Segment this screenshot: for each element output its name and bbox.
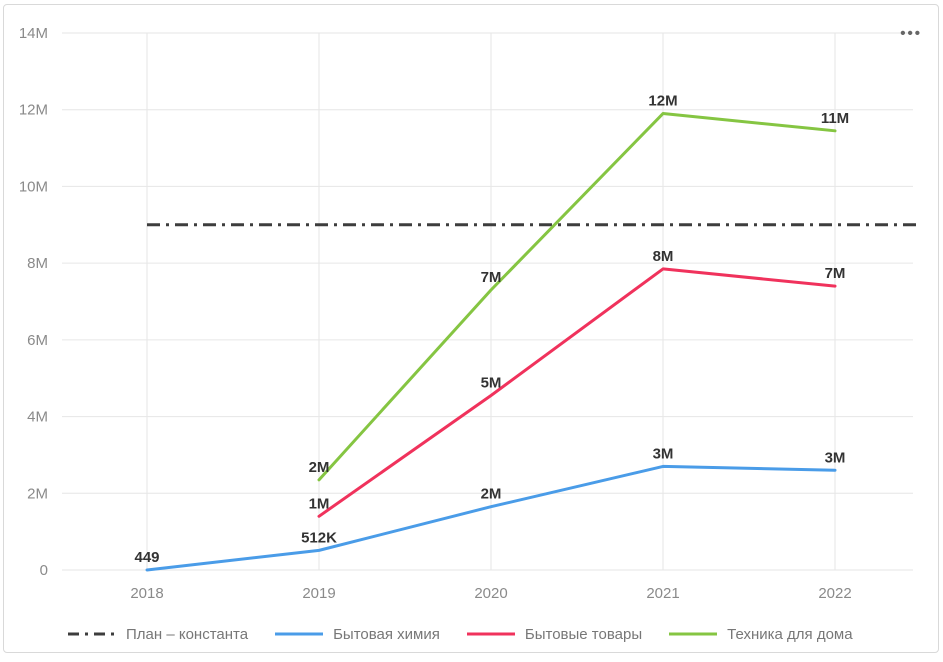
- legend-item[interactable]: Техника для дома: [668, 625, 853, 643]
- data-label: 2M: [481, 486, 502, 503]
- series-line-Техника для дома: [317, 112, 837, 482]
- y-axis-tick-label: 10M: [19, 178, 48, 195]
- more-options-icon[interactable]: •••: [900, 25, 922, 42]
- x-axis-tick-label: 2021: [646, 585, 679, 602]
- line-chart-plot-area: 0 2M 4M 6M 8M 10M 12M 14M 2018 2019 2020 2021 2022 44…: [19, 25, 916, 602]
- legend-item[interactable]: План – константа: [67, 626, 248, 643]
- legend-line-marker: [275, 632, 324, 636]
- legend-line-marker: [669, 632, 718, 636]
- data-label: 8M: [653, 248, 674, 265]
- x-axis-tick-label: 2020: [474, 585, 507, 602]
- series-line-Бытовая химия: [145, 464, 837, 572]
- legend-line-marker: [466, 632, 515, 636]
- y-axis-tick-label: 8M: [27, 255, 48, 272]
- series-line-Бытовые товары: [317, 267, 837, 518]
- chart-card: [3, 4, 939, 653]
- data-label: 512K: [301, 529, 337, 546]
- y-axis-tick-label: 4M: [27, 409, 48, 426]
- y-axis-tick-label: 12M: [19, 102, 48, 119]
- x-axis-tick-label: 2022: [818, 585, 851, 602]
- legend-label: Техника для дома: [727, 625, 853, 643]
- data-label: 5M: [481, 374, 502, 391]
- y-axis-tick-label: 2M: [27, 485, 48, 502]
- data-label: 2M: [309, 459, 330, 476]
- data-label: 7M: [481, 269, 502, 286]
- y-axis-tick-label: 14M: [19, 25, 48, 42]
- x-axis-tick-label: 2019: [302, 585, 335, 602]
- legend-item[interactable]: Бытовые товары: [466, 626, 642, 643]
- data-label: 1M: [309, 495, 330, 512]
- data-label: 7M: [825, 265, 846, 282]
- legend-label: План – константа: [126, 625, 249, 643]
- legend-label: Бытовые товары: [524, 625, 643, 643]
- y-axis-tick-label: 6M: [27, 332, 48, 349]
- chart-legend: План – константа Бытовая химия Бытовые тов…: [67, 620, 853, 648]
- data-label: 3M: [653, 445, 674, 462]
- data-label: 3M: [825, 449, 846, 466]
- data-label: 12M: [648, 93, 677, 110]
- x-axis-tick-label: 2018: [130, 585, 163, 602]
- legend-dash-dot-marker: [68, 632, 116, 636]
- data-label: 449: [134, 549, 159, 566]
- legend-item[interactable]: Бытовая химия: [274, 626, 440, 643]
- legend-label: Бытовая химия: [333, 625, 440, 643]
- y-axis-tick-label: 0: [40, 562, 48, 579]
- data-label: 11M: [821, 110, 849, 127]
